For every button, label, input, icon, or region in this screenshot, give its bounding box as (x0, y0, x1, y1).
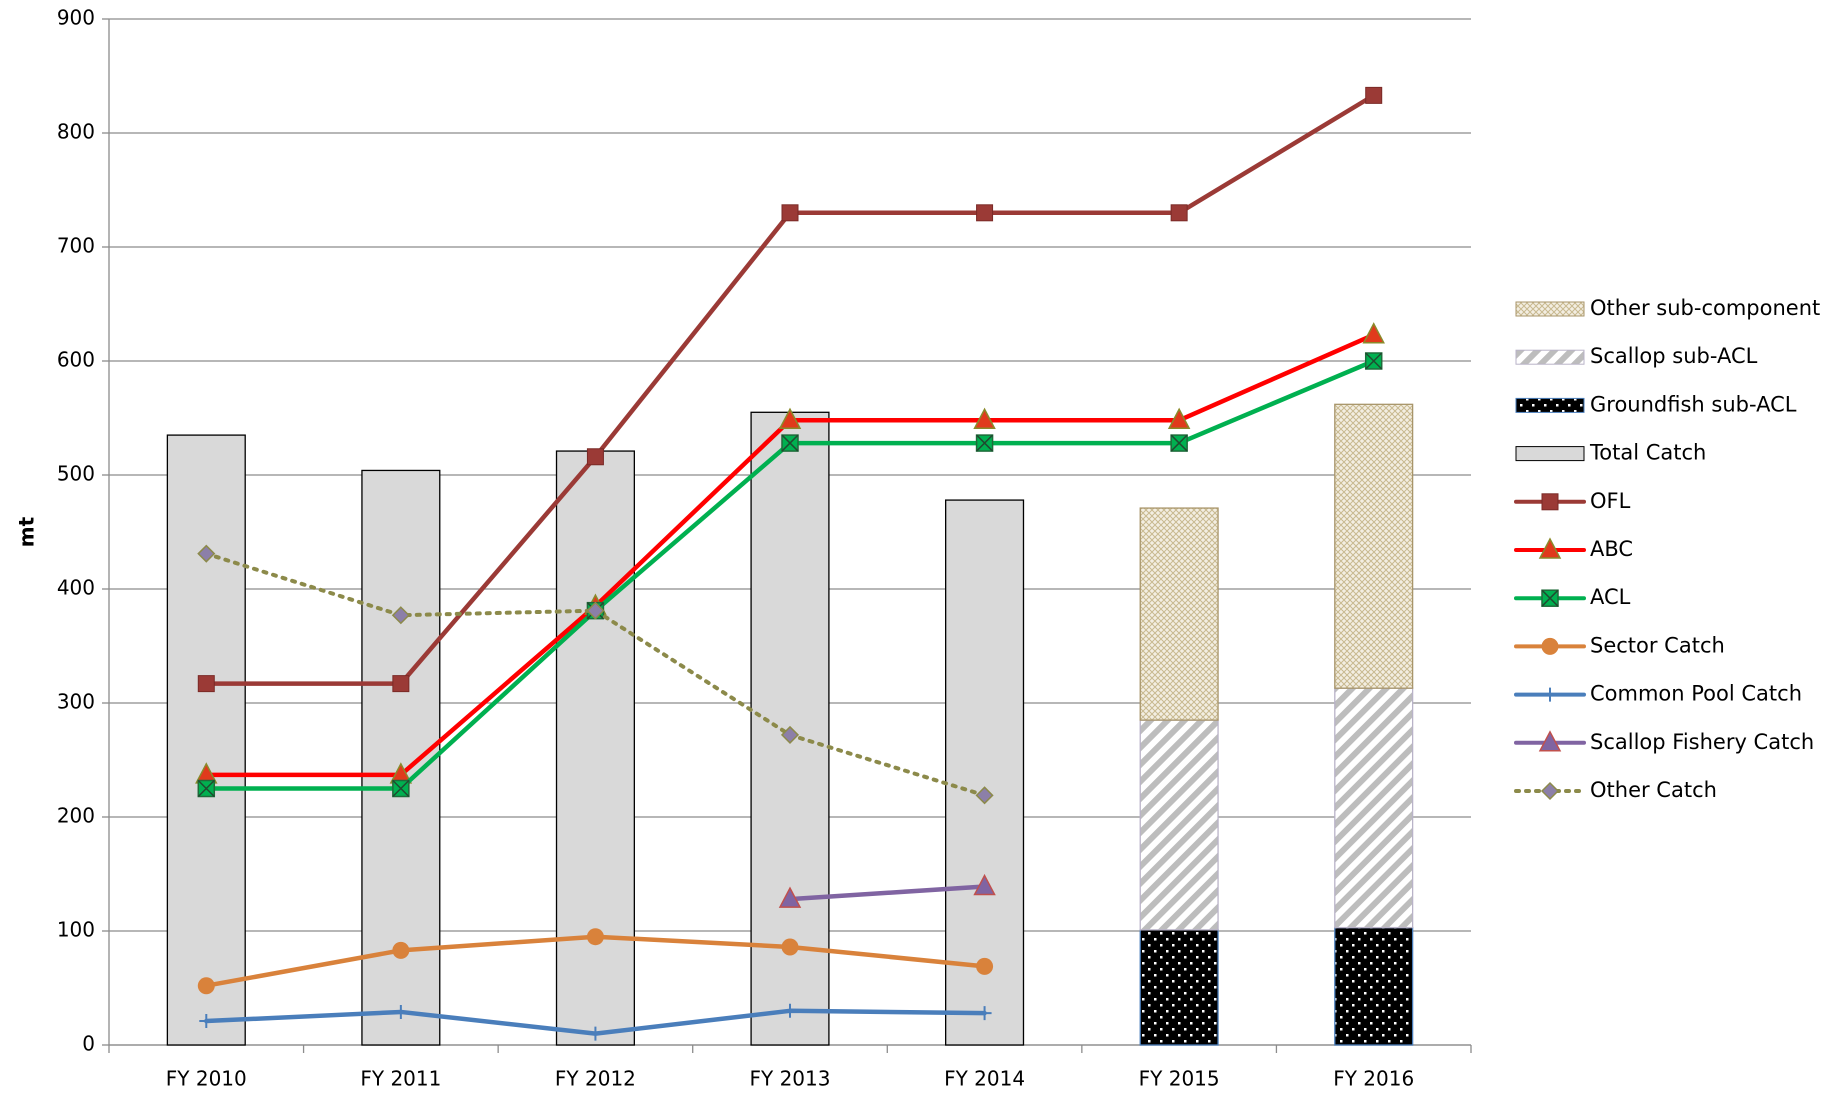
marker (392, 941, 410, 959)
marker (586, 601, 605, 620)
legend-swatch (1515, 349, 1585, 365)
marker (393, 1004, 408, 1019)
y-tick-label: 400 (57, 576, 95, 600)
legend-label: Scallop sub-ACL (1590, 344, 1758, 368)
bar (1334, 926, 1414, 1046)
marker (1543, 687, 1557, 702)
marker (1364, 352, 1383, 370)
x-tick-label: FY 2013 (750, 1067, 831, 1091)
y-tick-label: 500 (57, 462, 95, 486)
marker (778, 886, 802, 908)
marker (586, 928, 604, 946)
marker (1362, 322, 1385, 344)
y-tick-label: 600 (57, 348, 95, 372)
marker (975, 434, 994, 452)
marker (197, 675, 215, 693)
marker (975, 786, 994, 805)
marker-cross (1365, 352, 1383, 370)
marker (391, 606, 410, 625)
y-axis-label: mt (15, 516, 39, 547)
bar (1334, 403, 1414, 689)
marker-cross (392, 779, 410, 798)
x-tick-label: FY 2016 (1333, 1067, 1414, 1091)
marker (588, 1026, 603, 1041)
y-tick-label: 100 (57, 918, 95, 942)
marker (977, 1006, 992, 1021)
marker (197, 544, 216, 563)
marker (392, 779, 410, 798)
bar (1139, 719, 1219, 931)
x-tick-label: FY 2015 (1139, 1067, 1220, 1091)
legend-label: Other sub-component (1590, 296, 1820, 320)
legend-label: ABC (1590, 537, 1633, 561)
marker (197, 977, 215, 995)
marker (1365, 86, 1383, 104)
marker-cross (1541, 589, 1559, 607)
bar (1139, 929, 1219, 1046)
bar (1334, 687, 1414, 929)
marker (1170, 204, 1188, 222)
marker (976, 957, 994, 975)
y-tick-label: 700 (57, 234, 95, 258)
marker (781, 204, 799, 222)
marker (1538, 537, 1562, 559)
bar (166, 434, 246, 1046)
line (787, 884, 987, 902)
marker (1538, 730, 1562, 752)
y-tick-label: 800 (57, 120, 95, 144)
x-tick-label: FY 2010 (166, 1067, 247, 1091)
legend-label: Common Pool Catch (1590, 682, 1802, 706)
x-tick-label: FY 2012 (555, 1067, 636, 1091)
marker (199, 1014, 214, 1029)
marker (973, 407, 996, 430)
x-tick-label: FY 2014 (944, 1067, 1025, 1091)
marker (973, 873, 996, 896)
marker (1170, 434, 1188, 452)
marker (781, 434, 799, 452)
bar (555, 450, 635, 1046)
marker (1541, 493, 1559, 511)
legend-label: Other Catch (1590, 778, 1717, 802)
y-tick-label: 300 (57, 690, 95, 714)
y-tick-label: 0 (82, 1032, 95, 1056)
marker (781, 938, 799, 956)
marker (778, 407, 802, 430)
marker (780, 725, 800, 744)
bar (945, 499, 1025, 1046)
marker-cross (197, 779, 215, 798)
marker-cross (1170, 434, 1188, 452)
legend-label: Total Catch (1589, 441, 1706, 465)
marker-cross (781, 434, 799, 452)
bar (1139, 507, 1219, 721)
legend-swatch (1515, 446, 1585, 462)
legend-swatch (1515, 301, 1585, 317)
legend-label: Scallop Fishery Catch (1590, 730, 1814, 754)
marker (1167, 407, 1191, 430)
marker (976, 204, 994, 222)
y-tick-label: 900 (57, 6, 95, 30)
marker (392, 675, 410, 693)
legend-label: Sector Catch (1590, 633, 1725, 657)
marker (1541, 589, 1559, 607)
y-tick-label: 200 (57, 804, 95, 828)
x-tick-label: FY 2011 (360, 1067, 441, 1091)
legend-label: Groundfish sub-ACL (1590, 392, 1797, 416)
marker (1541, 637, 1559, 655)
marker-cross (976, 434, 994, 452)
marker (783, 1003, 797, 1018)
marker (586, 448, 604, 466)
legend-label: OFL (1590, 489, 1631, 513)
legend-label: ACL (1590, 585, 1631, 609)
marker (1540, 781, 1560, 801)
marker (197, 779, 216, 798)
legend-swatch (1515, 397, 1585, 413)
